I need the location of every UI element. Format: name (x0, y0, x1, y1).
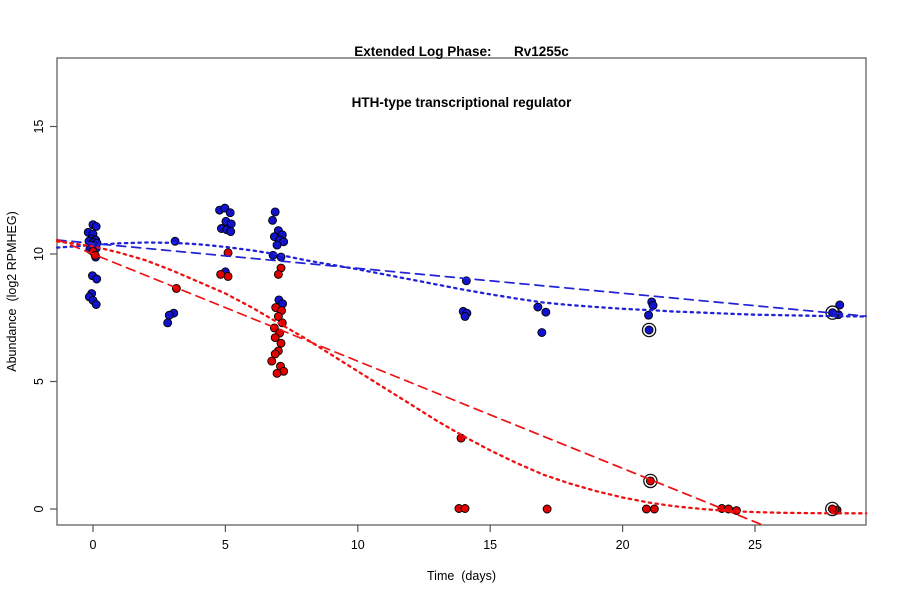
circled-blue-day21 (644, 325, 654, 335)
y-axis-label: Abundance (log2 RPMHEG) (5, 211, 19, 372)
data-point-red (649, 504, 659, 514)
data-point-red (641, 504, 651, 514)
data-point-blue (533, 302, 543, 312)
y-axis-tick-label: 10 (32, 247, 46, 261)
data-point-blue (541, 307, 551, 317)
y-axis-tick-label: 5 (32, 378, 46, 385)
data-point-blue (225, 208, 235, 218)
data-point-blue (268, 215, 277, 225)
data-point-red (273, 312, 283, 321)
chart-title: Extended Log Phase: Rv1255c HTH-type tra… (57, 9, 866, 145)
x-axis-tick-label: 5 (222, 538, 229, 552)
data-point-blue (270, 207, 280, 217)
data-point-blue (164, 310, 174, 320)
data-point-blue (91, 222, 101, 231)
blue-logistic-fit-line (55, 241, 868, 318)
data-point-blue (163, 318, 173, 328)
data-point-red (216, 269, 226, 279)
red-linear-fit-line (56, 238, 764, 526)
data-point-red (270, 349, 280, 359)
red-logistic-fit-line (55, 240, 868, 515)
y-axis-tick-label: 15 (32, 120, 46, 134)
data-point-red (270, 333, 280, 343)
x-axis-tick-label: 25 (748, 538, 762, 552)
x-axis-tick-label: 10 (351, 538, 365, 552)
data-point-red (460, 504, 470, 513)
plot-frame (56, 57, 867, 526)
data-point-red (90, 250, 100, 260)
data-point-blue (648, 301, 658, 310)
highlight-ring (825, 501, 840, 517)
data-point-blue (835, 300, 845, 310)
x-axis-label: Time (days) (427, 569, 496, 583)
highlight-ring (643, 473, 658, 489)
y-axis-tick-label: 0 (32, 505, 46, 512)
data-point-red (273, 269, 283, 279)
data-point-red (267, 356, 277, 366)
data-point-red (272, 368, 282, 378)
data-point-blue (226, 227, 236, 237)
data-point-blue (460, 312, 470, 321)
blue-linear-fit-line (56, 239, 868, 318)
circled-red-day28 (827, 504, 837, 514)
x-axis-tick-label: 15 (483, 538, 497, 552)
data-point-red (542, 504, 552, 514)
data-point-red (276, 338, 286, 348)
data-point-blue (91, 300, 101, 309)
data-point-blue (92, 274, 102, 284)
chart-title-line2: HTH-type transcriptional regulator (351, 95, 572, 110)
data-point-red (223, 271, 233, 281)
data-point-blue (272, 240, 282, 250)
data-point-blue (537, 328, 547, 337)
data-point-red (456, 433, 466, 443)
highlight-ring (641, 322, 657, 338)
x-axis-tick-label: 0 (90, 538, 97, 552)
data-point-blue (644, 310, 654, 320)
chart-title-line1: Extended Log Phase: Rv1255c (354, 44, 569, 59)
x-axis-tick-label: 20 (616, 538, 630, 552)
